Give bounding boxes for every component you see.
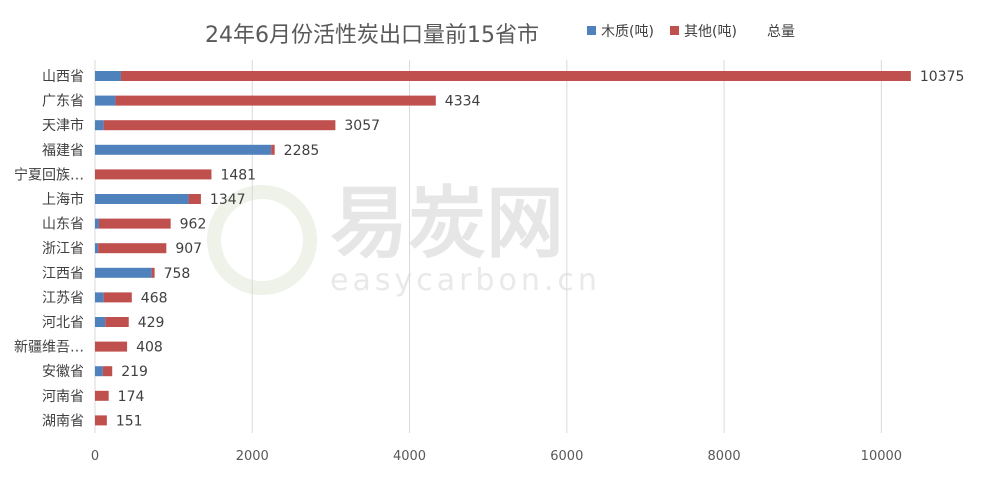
total-value-label: 962 [180, 217, 207, 233]
legend: 木质(吨) 其他(吨) 总量 [587, 24, 795, 40]
bar-segment [95, 71, 121, 81]
watermark-logo-icon [207, 185, 317, 295]
total-value-label: 758 [164, 266, 191, 282]
total-value-label: 10375 [920, 69, 965, 85]
bar-segment [95, 292, 104, 303]
total-value-label: 3057 [344, 118, 380, 134]
bar-segment [95, 144, 272, 155]
bar-segment [98, 218, 171, 229]
bar-segment [95, 390, 109, 401]
bar-segment [151, 267, 155, 278]
category-label: 浙江省 [42, 241, 84, 257]
bar-segment [95, 120, 104, 131]
x-tick-label: 6000 [550, 449, 583, 464]
total-value-label: 219 [121, 364, 148, 380]
bar-segment [95, 415, 107, 426]
category-label: 江西省 [42, 266, 84, 282]
bar-segment [95, 366, 103, 377]
bar-segment [95, 317, 106, 327]
total-value-label: 408 [136, 340, 163, 356]
bar-segment [115, 95, 436, 106]
bar-segment [95, 218, 99, 229]
bar-segment [102, 366, 113, 377]
legend-label-wood: 木质(吨) [601, 24, 654, 40]
bar-segment [95, 95, 116, 106]
category-label: 山西省 [42, 69, 84, 85]
bar-segment [271, 144, 275, 155]
chart-title: 24年6月份活性炭出口量前15省市 [205, 23, 539, 48]
category-label: 河南省 [42, 389, 84, 405]
x-tick-label: 0 [91, 449, 99, 464]
category-label: 湖南省 [42, 413, 84, 429]
legend-swatch-other [670, 26, 679, 35]
category-label: 安徽省 [42, 364, 84, 380]
x-axis-tick-labels: 0 2000 4000 6000 8000 10000 [91, 449, 902, 464]
bars [95, 71, 911, 426]
x-tick-label: 4000 [393, 449, 426, 464]
bar-segment [95, 243, 99, 254]
total-value-label: 1347 [210, 192, 246, 208]
x-tick-label: 8000 [708, 449, 741, 464]
total-value-label: 907 [175, 241, 202, 257]
total-value-label: 4334 [445, 94, 481, 110]
category-label: 江苏省 [42, 290, 84, 306]
bar-segment [105, 317, 129, 327]
bar-segment [120, 71, 911, 81]
bar-segment [95, 194, 189, 204]
bar-segment [95, 267, 152, 278]
category-label: 河北省 [42, 315, 84, 331]
category-label: 福建省 [42, 143, 84, 159]
watermark-brand: 易炭网 [330, 179, 564, 269]
total-value-label: 429 [138, 315, 165, 331]
legend-label-other: 其他(吨) [684, 24, 737, 40]
legend-swatch-wood [587, 26, 596, 35]
category-label: 广东省 [42, 94, 84, 110]
total-value-label: 468 [141, 290, 168, 306]
category-label: 天津市 [42, 117, 84, 134]
total-value-label: 174 [118, 389, 145, 405]
total-value-label: 2285 [284, 143, 320, 159]
category-label: 山东省 [42, 217, 84, 233]
category-label: 宁夏回族… [14, 166, 84, 183]
bar-segment [188, 194, 201, 204]
category-label: 新疆维吾… [14, 340, 84, 356]
watermark-domain: easycarbon.cn [330, 263, 601, 298]
total-value-label: 151 [116, 413, 143, 429]
watermark: 易炭网 easycarbon.cn [207, 179, 601, 298]
bar-segment [98, 243, 167, 254]
total-value-label: 1481 [220, 167, 256, 183]
bar-segment [103, 292, 132, 303]
x-tick-label: 2000 [236, 449, 269, 464]
bar-segment [95, 341, 128, 352]
legend-label-total: 总量 [767, 24, 795, 40]
bar-segment [95, 169, 212, 180]
category-label: 上海市 [42, 191, 84, 208]
x-tick-label: 10000 [861, 449, 902, 464]
bar-segment [103, 120, 336, 131]
